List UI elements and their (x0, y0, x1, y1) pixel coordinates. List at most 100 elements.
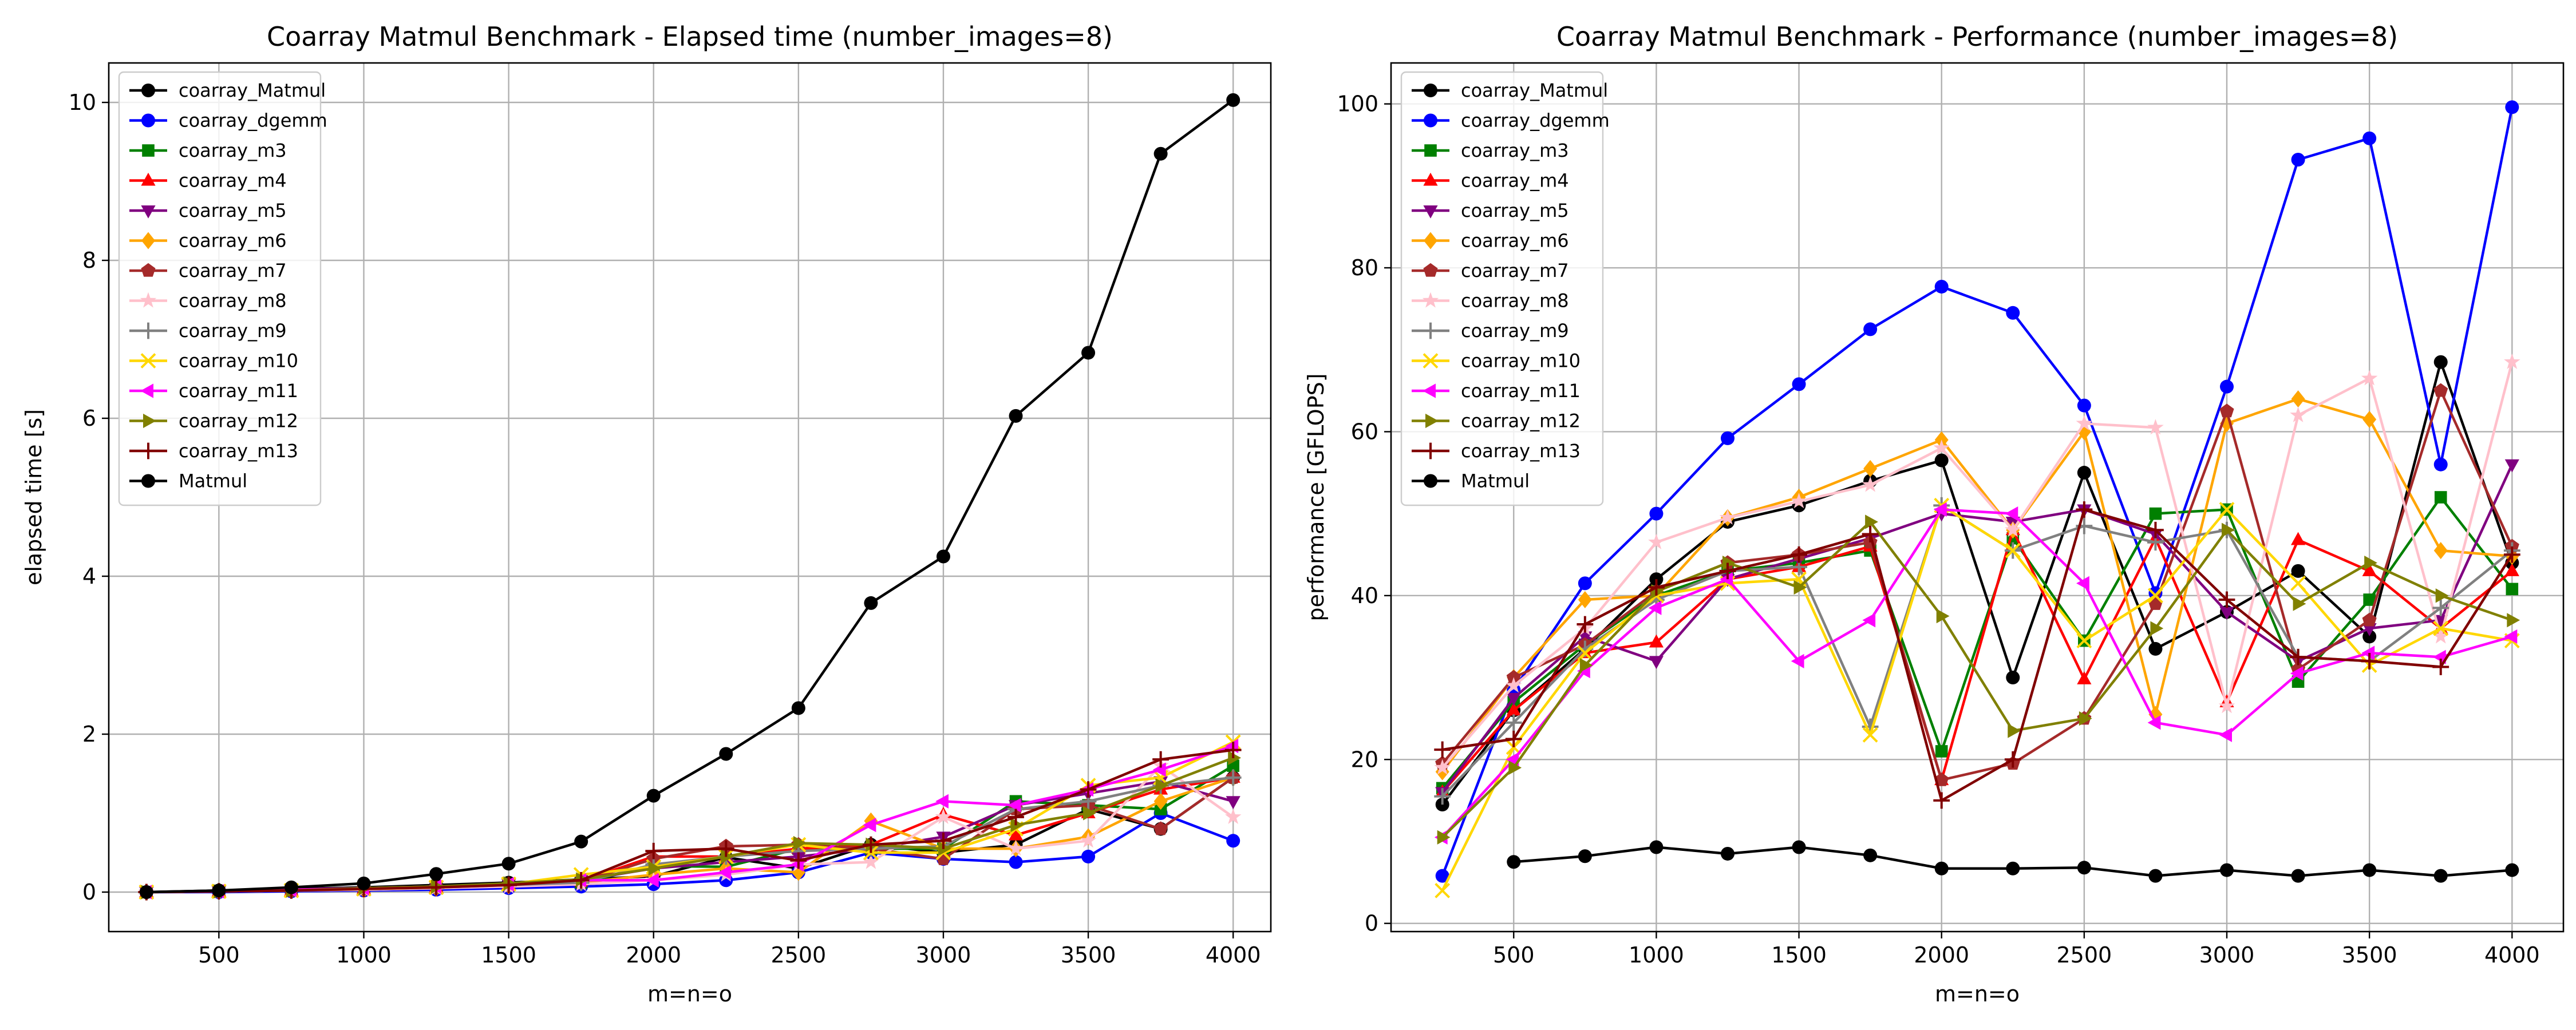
data-point (1224, 769, 1242, 786)
x-tick-label: 500 (198, 942, 240, 968)
series-line (146, 776, 1234, 894)
data-point (1081, 346, 1096, 360)
x-tick-label: 3000 (916, 942, 971, 968)
data-point (1505, 731, 1522, 747)
legend-item: coarray_m13 (129, 440, 298, 462)
series-line (146, 764, 1234, 894)
x-tick-label: 3500 (2342, 942, 2397, 968)
data-point (645, 842, 662, 859)
legend-label: coarray_m13 (179, 440, 298, 462)
series-line (146, 777, 1234, 894)
data-point (1226, 834, 1240, 848)
data-point (212, 884, 226, 898)
data-point (1936, 609, 1950, 624)
series-coarray_Matmul (139, 770, 1240, 899)
legend-label: coarray_dgemm (179, 110, 327, 132)
data-point (1934, 453, 1949, 468)
y-tick-label: 0 (82, 880, 96, 905)
data-point (1934, 861, 1949, 876)
legend-marker (1424, 84, 1437, 97)
series-line (146, 748, 1234, 894)
data-point (864, 596, 878, 610)
data-point (1792, 377, 1806, 391)
data-point (2218, 591, 2235, 608)
data-point (2364, 555, 2377, 571)
data-point (1008, 809, 1024, 826)
data-point (2433, 355, 2448, 369)
data-point (1153, 821, 1168, 835)
legend-marker (140, 322, 157, 339)
data-point (2432, 599, 2449, 616)
data-point (1865, 514, 1878, 529)
data-point (2291, 152, 2305, 167)
data-point (936, 549, 950, 564)
data-point (500, 877, 517, 893)
legend-item: coarray_m12 (129, 410, 298, 432)
data-point (1008, 798, 1021, 813)
legend-item: Matmul (1412, 470, 1530, 492)
series-line (1441, 520, 2513, 838)
data-point (2432, 628, 2449, 644)
data-point (1577, 645, 1593, 661)
x-tick-label: 4000 (1206, 942, 1261, 968)
data-point (2362, 563, 2377, 576)
series-line (1441, 464, 2514, 793)
data-point (1649, 634, 1664, 648)
data-point (2004, 751, 2021, 768)
data-point (2435, 588, 2449, 603)
series-coarray_m10 (1435, 497, 2520, 898)
data-point (1648, 600, 1662, 615)
legend-marker (140, 292, 157, 308)
data-point (935, 808, 952, 825)
performance-chart: 500 1000 1500 2000 2500 3000 3500 4000 0 20 40 60 80… (1303, 21, 2565, 1007)
data-point (574, 834, 588, 849)
legend-marker (1425, 413, 1439, 429)
data-point (1862, 727, 1878, 743)
legend-marker (141, 84, 155, 97)
legend-label: coarray_m12 (179, 410, 298, 432)
series-coarray_m7 (139, 770, 1240, 898)
data-point (2147, 715, 2161, 730)
x-tick-label: 1500 (1771, 942, 1827, 968)
data-point (1791, 493, 1807, 509)
legend-item: coarray_m5 (1412, 200, 1569, 221)
data-point (2008, 723, 2021, 738)
legend-item: coarray_m11 (129, 380, 298, 402)
legend-label: Matmul (1461, 470, 1530, 492)
data-point (2005, 521, 2021, 537)
legend-label: coarray_m11 (1461, 380, 1581, 402)
series-line (1441, 362, 2514, 769)
legend-marker (141, 232, 155, 249)
legend-label: coarray_m6 (1461, 230, 1569, 252)
data-point (1008, 827, 1024, 841)
y-tick-label: 100 (1337, 92, 1378, 117)
data-point (2362, 629, 2377, 644)
legend-marker (1424, 113, 1437, 128)
legend-label: coarray_m8 (1461, 290, 1569, 312)
data-point (935, 794, 949, 809)
y-axis-label: elapsed time [s] (21, 409, 46, 585)
legend-label: coarray_m9 (179, 320, 287, 342)
data-point (1933, 439, 1950, 455)
data-point (1722, 555, 1736, 571)
data-point (1579, 657, 1593, 673)
data-point (863, 836, 879, 853)
data-point (1792, 840, 1806, 854)
data-point (2434, 491, 2447, 504)
data-point (1863, 459, 1878, 477)
legend: coarray_Matmul coarray_dgemm coarray_m3coa… (118, 71, 327, 506)
data-point (2076, 501, 2093, 518)
legend-label: coarray_m13 (1461, 440, 1581, 462)
legend-marker (140, 383, 153, 398)
data-point (1153, 146, 1168, 161)
data-point (2077, 466, 2091, 480)
legend-item: coarray_m10 (129, 350, 298, 372)
data-point (1081, 849, 1096, 863)
legend-item: coarray_Matmul (129, 80, 326, 101)
data-point (2291, 390, 2305, 408)
data-point (1863, 848, 1878, 862)
data-point (1507, 855, 1521, 869)
x-tick-label: 2000 (626, 942, 681, 968)
y-tick-label: 40 (1351, 583, 1378, 608)
data-point (2219, 727, 2233, 742)
